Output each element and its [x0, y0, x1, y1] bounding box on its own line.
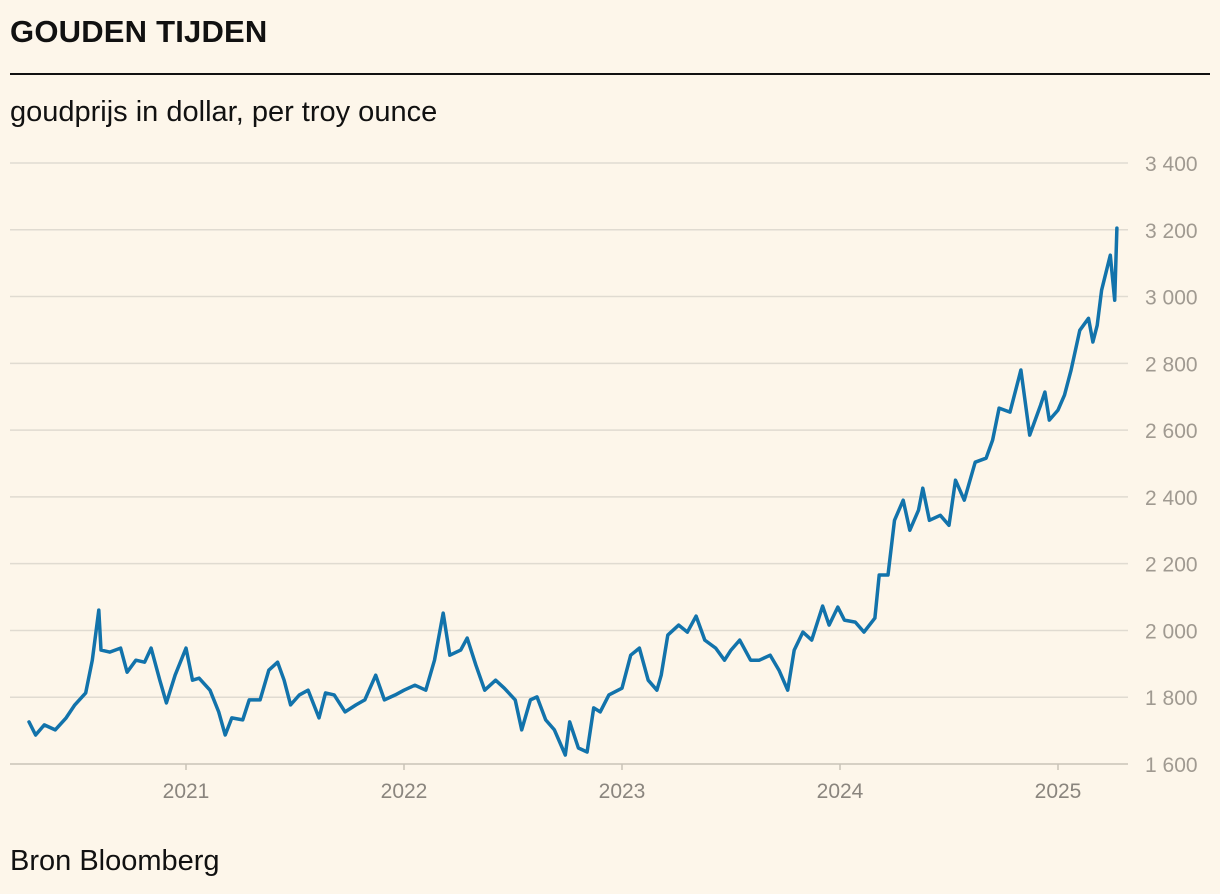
- y-tick-label: 3 200: [1145, 220, 1198, 243]
- y-tick-label: 2 800: [1145, 353, 1198, 376]
- x-axis-ticks: 2021 2022 2023 2024 2025: [163, 764, 1082, 803]
- series-layer: [27, 226, 1119, 757]
- chart-title: GOUDEN TIJDEN: [10, 14, 268, 49]
- source-note: Bron Bloomberg: [10, 845, 220, 877]
- x-tick-label: 2021: [163, 780, 210, 803]
- x-tick-label: 2022: [381, 780, 428, 803]
- x-tick-label: 2025: [1035, 780, 1082, 803]
- y-tick-label: 3 400: [1145, 153, 1198, 176]
- y-tick-label: 2 000: [1145, 620, 1198, 643]
- chart-subtitle: goudprijs in dollar, per troy ounce: [10, 96, 438, 128]
- y-axis-ticks: 1 600 1 800 2 000 2 200 2 400 2 600 2 800 3 000…: [1145, 153, 1198, 777]
- y-tick-label: 3 000: [1145, 287, 1198, 310]
- series-line-goudprijs: [27, 226, 1119, 757]
- y-tick-label: 1 600: [1145, 754, 1198, 777]
- y-tick-label: 1 800: [1145, 687, 1198, 710]
- title-divider: [10, 73, 1210, 75]
- x-tick-label: 2024: [817, 780, 864, 803]
- y-tick-label: 2 200: [1145, 554, 1198, 577]
- gridlines: [10, 162, 1128, 765]
- x-tick-label: 2023: [599, 780, 646, 803]
- y-tick-label: 2 400: [1145, 487, 1198, 510]
- y-tick-label: 2 600: [1145, 420, 1198, 443]
